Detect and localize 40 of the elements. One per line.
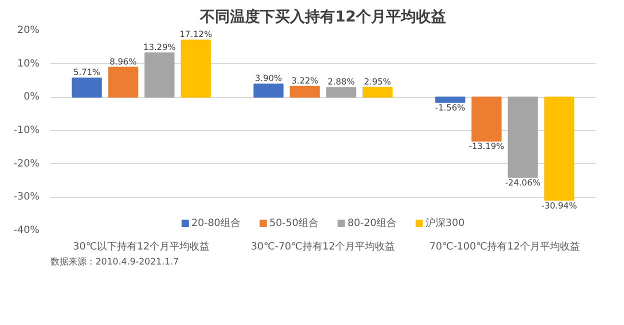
bar	[253, 84, 284, 98]
bar	[544, 96, 574, 201]
data-label: 8.96%	[110, 57, 137, 68]
data-label: -13.19%	[468, 142, 504, 152]
y-tick-label: -40%	[14, 225, 40, 236]
x-tick-label: 30℃-70℃持有12个月平均收益	[250, 240, 396, 252]
source-note: 数据来源：2010.4.9-2021.1.7	[50, 256, 179, 268]
data-label: 5.71%	[73, 68, 100, 78]
y-tick-label: -10%	[14, 125, 40, 136]
y-tick-label: 20%	[17, 25, 40, 36]
y-tick-label: 0%	[24, 92, 40, 103]
bar	[508, 96, 538, 178]
bar	[144, 52, 175, 98]
x-tick-label: 70℃-100℃持有12个月平均收益	[429, 240, 580, 252]
data-label: 3.22%	[291, 76, 318, 86]
y-tick-label: -20%	[14, 158, 40, 170]
data-label: -1.56%	[435, 103, 466, 114]
bar	[471, 96, 502, 142]
chart-title: 不同温度下买入持有12个月平均收益	[199, 8, 446, 26]
data-label: 13.29%	[143, 42, 176, 53]
x-tick-label: 30℃以下持有12个月平均收益	[72, 240, 210, 252]
bar	[326, 87, 356, 98]
bar	[362, 86, 393, 98]
y-tick-label: 10%	[17, 58, 40, 70]
data-label: 2.88%	[328, 78, 355, 88]
data-label: 2.95%	[364, 77, 392, 88]
bar	[180, 40, 211, 98]
legend-label: 20-80组合	[191, 217, 240, 230]
legend-label: 沪深300	[426, 216, 465, 230]
data-label: -24.06%	[505, 178, 541, 188]
bar	[290, 86, 320, 98]
data-label: -30.94%	[541, 201, 577, 212]
bar	[435, 96, 466, 103]
y-tick-label: -30%	[14, 192, 40, 203]
legend-label: 50-50组合	[269, 217, 318, 230]
data-label: 17.12%	[180, 30, 212, 40]
legend-label: 80-20组合	[347, 217, 397, 230]
data-label: 3.90%	[255, 74, 282, 84]
bar	[108, 66, 138, 98]
bar	[72, 78, 102, 98]
